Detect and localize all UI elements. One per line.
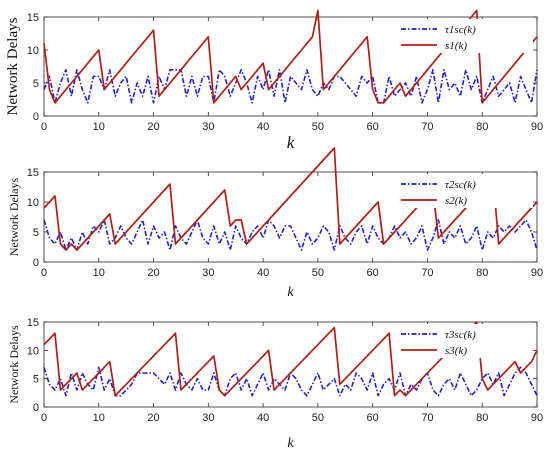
x-tick-label: 0 xyxy=(41,412,47,424)
x-tick-label: 50 xyxy=(312,412,324,424)
chart-panel-3: 0 10 20 30 40 50 60 70 80 90 0 5 10 15 Network Delays k… xyxy=(7,317,543,451)
legend-box xyxy=(395,19,533,53)
x-tick-label: 20 xyxy=(147,121,159,133)
legend-label: τ1sc(k) xyxy=(445,24,476,36)
legend-box xyxy=(395,174,533,208)
x-tick-label: 80 xyxy=(476,121,488,133)
x-tick-label: 20 xyxy=(147,267,159,279)
x-tick-label: 40 xyxy=(257,412,269,424)
x-tick-label: 10 xyxy=(93,121,105,133)
x-tick-label: 30 xyxy=(202,412,214,424)
x-tick-label: 70 xyxy=(421,267,433,279)
y-tick-label: 15 xyxy=(27,167,39,179)
plot-frame xyxy=(43,171,538,263)
x-tick-label: 40 xyxy=(257,267,269,279)
legend-label: s3(k) xyxy=(445,345,467,357)
y-axis-label: Network Delays xyxy=(5,17,21,115)
legend-label: τ3sc(k) xyxy=(445,329,476,341)
plot-frame xyxy=(43,321,538,408)
x-tick-label: 90 xyxy=(531,267,543,279)
x-tick-label: 80 xyxy=(476,267,488,279)
x-tick-label: 40 xyxy=(257,121,269,133)
legend-label: s2(k) xyxy=(445,195,467,207)
x-axis-label: k xyxy=(287,285,294,300)
plot-frame xyxy=(43,16,538,117)
y-tick-label: 5 xyxy=(33,227,39,239)
x-tick-label: 60 xyxy=(367,412,379,424)
y-tick-label: 0 xyxy=(33,111,39,123)
y-tick-label: 0 xyxy=(33,402,39,414)
y-tick-label: 15 xyxy=(27,12,39,24)
x-tick-label: 70 xyxy=(421,121,433,133)
x-axis-label: k xyxy=(287,436,294,451)
x-tick-label: 80 xyxy=(476,412,488,424)
x-tick-label: 0 xyxy=(41,121,47,133)
x-axis-label: k xyxy=(287,133,295,152)
y-tick-label: 0 xyxy=(33,257,39,269)
x-tick-label: 20 xyxy=(147,412,159,424)
x-tick-label: 60 xyxy=(367,121,379,133)
x-tick-label: 50 xyxy=(312,267,324,279)
series-line-tau xyxy=(43,69,538,104)
y-tick-label: 5 xyxy=(33,374,39,386)
x-tick-label: 10 xyxy=(93,412,105,424)
legend-box xyxy=(395,324,533,358)
x-tick-label: 30 xyxy=(202,121,214,133)
x-tick-label: 0 xyxy=(41,267,47,279)
series-line-tau xyxy=(43,366,538,397)
y-tick-label: 10 xyxy=(27,45,39,57)
x-tick-label: 10 xyxy=(93,267,105,279)
legend-label: τ2sc(k) xyxy=(445,179,476,191)
x-tick-label: 90 xyxy=(531,412,543,424)
y-tick-label: 10 xyxy=(27,345,39,357)
x-tick-label: 60 xyxy=(367,267,379,279)
y-axis-label: Network Delays xyxy=(7,178,21,257)
y-tick-label: 5 xyxy=(33,78,39,90)
series-line-s xyxy=(43,147,538,251)
x-tick-label: 90 xyxy=(531,121,543,133)
y-tick-label: 15 xyxy=(27,317,39,329)
chart-panel-2: 0 10 20 30 40 50 60 70 80 90 0 5 10 15 Network Delays k… xyxy=(7,147,543,300)
y-tick-label: 10 xyxy=(27,197,39,209)
series-line-tau xyxy=(43,219,538,251)
x-tick-label: 70 xyxy=(421,412,433,424)
chart-panel-1: 0 10 20 30 40 50 60 70 80 90 0 5 10 15 Network Delays k… xyxy=(5,9,543,152)
y-axis-label: Network Delays xyxy=(7,325,21,404)
x-tick-label: 50 xyxy=(312,121,324,133)
x-tick-label: 30 xyxy=(202,267,214,279)
legend-label: s1(k) xyxy=(445,40,467,52)
